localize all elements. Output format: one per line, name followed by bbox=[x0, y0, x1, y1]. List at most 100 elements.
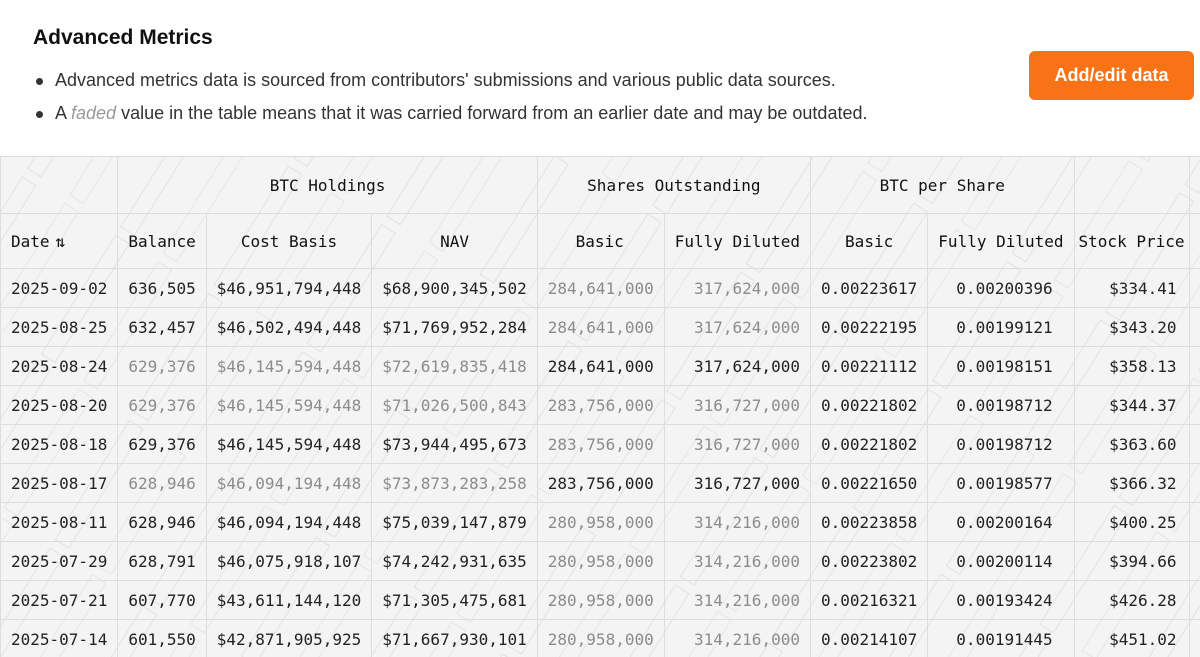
cell-date: 2025-08-25 bbox=[0, 307, 119, 347]
cell-shares-basic: 280,958,000 bbox=[536, 619, 665, 657]
cell-shares-basic: 284,641,000 bbox=[536, 268, 665, 308]
cell-nav: $72,619,835,418 bbox=[371, 346, 538, 386]
cell-cost-basis: $46,094,194,448 bbox=[205, 502, 373, 542]
cell-balance: 628,946 bbox=[117, 502, 207, 542]
cell-bps-fully-diluted: 0.00200114 bbox=[927, 541, 1075, 581]
advanced-metrics-table: BTC Holdings Shares Outstanding BTC per … bbox=[0, 156, 1200, 657]
note-faded-prefix: A bbox=[55, 103, 72, 123]
cell-nav: $71,769,952,284 bbox=[371, 307, 538, 347]
cell-stock-price: $344.37 bbox=[1073, 385, 1190, 425]
cell-bps-basic: 0.00216321 bbox=[809, 580, 929, 620]
sort-arrows-icon[interactable]: ⇅ bbox=[55, 231, 66, 251]
note-data-source: Advanced metrics data is sourced from co… bbox=[33, 64, 867, 97]
table-row: 2025-07-29 628,791 $46,075,918,107 $74,242,… bbox=[0, 541, 1200, 581]
cell-balance: 629,376 bbox=[117, 424, 207, 464]
cell-cost-basis: $43,611,144,120 bbox=[205, 580, 373, 620]
cell-overflow: $ bbox=[1188, 346, 1200, 386]
cell-bps-fully-diluted: 0.00198577 bbox=[927, 463, 1075, 503]
cell-bps-basic: 0.00221112 bbox=[809, 346, 929, 386]
cell-overflow: $ bbox=[1188, 424, 1200, 464]
cell-date: 2025-09-02 bbox=[0, 268, 119, 308]
cell-shares-fully-diluted: 314,216,000 bbox=[663, 580, 811, 620]
cell-cost-basis: $46,075,918,107 bbox=[205, 541, 373, 581]
cell-bps-fully-diluted: 0.00199121 bbox=[927, 307, 1075, 347]
cell-bps-basic: 0.00223802 bbox=[809, 541, 929, 581]
cell-date: 2025-08-24 bbox=[0, 346, 119, 386]
cell-cost-basis: $46,145,594,448 bbox=[205, 424, 373, 464]
cell-bps-fully-diluted: 0.00198712 bbox=[927, 385, 1075, 425]
cell-nav: $71,667,930,101 bbox=[371, 619, 538, 657]
cell-balance: 607,770 bbox=[117, 580, 207, 620]
cell-shares-basic: 280,958,000 bbox=[536, 502, 665, 542]
cell-bps-basic: 0.00223858 bbox=[809, 502, 929, 542]
cell-stock-price: $451.02 bbox=[1073, 619, 1190, 657]
cell-nav: $75,039,147,879 bbox=[371, 502, 538, 542]
cell-stock-price: $358.13 bbox=[1073, 346, 1190, 386]
cell-bps-basic: 0.00221802 bbox=[809, 424, 929, 464]
table-row: 2025-08-20 629,376 $46,145,594,448 $71,026,… bbox=[0, 385, 1200, 425]
cell-bps-fully-diluted: 0.00200164 bbox=[927, 502, 1075, 542]
cell-date: 2025-08-18 bbox=[0, 424, 119, 464]
cell-date: 2025-08-11 bbox=[0, 502, 119, 542]
cell-nav: $73,873,283,258 bbox=[371, 463, 538, 503]
cell-shares-basic: 280,958,000 bbox=[536, 541, 665, 581]
cell-cost-basis: $46,145,594,448 bbox=[205, 385, 373, 425]
cell-cost-basis: $46,094,194,448 bbox=[205, 463, 373, 503]
column-header-cost-basis: Cost Basis bbox=[205, 213, 373, 269]
column-header-balance: Balance bbox=[117, 213, 207, 269]
cell-date: 2025-08-20 bbox=[0, 385, 119, 425]
cell-overflow: $ bbox=[1188, 307, 1200, 347]
cell-nav: $74,242,931,635 bbox=[371, 541, 538, 581]
cell-shares-basic: 283,756,000 bbox=[536, 385, 665, 425]
cell-overflow: $ bbox=[1188, 385, 1200, 425]
cell-stock-price: $343.20 bbox=[1073, 307, 1190, 347]
cell-bps-fully-diluted: 0.00193424 bbox=[927, 580, 1075, 620]
note-faded-suffix: value in the table means that it was car… bbox=[116, 103, 868, 123]
cell-bps-basic: 0.00222195 bbox=[809, 307, 929, 347]
cell-shares-fully-diluted: 317,624,000 bbox=[663, 346, 811, 386]
cell-shares-fully-diluted: 316,727,000 bbox=[663, 385, 811, 425]
cell-stock-price: $400.25 bbox=[1073, 502, 1190, 542]
group-shares-outstanding: Shares Outstanding bbox=[536, 156, 811, 214]
column-header-date[interactable]: Date ⇅ bbox=[0, 213, 119, 269]
add-edit-data-button[interactable]: Add/edit data bbox=[1029, 51, 1194, 100]
cell-cost-basis: $46,145,594,448 bbox=[205, 346, 373, 386]
cell-stock-price: $394.66 bbox=[1073, 541, 1190, 581]
cell-balance: 636,505 bbox=[117, 268, 207, 308]
cell-cost-basis: $42,871,905,925 bbox=[205, 619, 373, 657]
cell-bps-fully-diluted: 0.00191445 bbox=[927, 619, 1075, 657]
advanced-metrics-table-container[interactable]: BTC Holdings Shares Outstanding BTC per … bbox=[0, 156, 1200, 657]
cell-cost-basis: $46,502,494,448 bbox=[205, 307, 373, 347]
table-row: 2025-07-21 607,770 $43,611,144,120 $71,305,… bbox=[0, 580, 1200, 620]
table-row: 2025-08-17 628,946 $46,094,194,448 $73,873,… bbox=[0, 463, 1200, 503]
cell-shares-fully-diluted: 314,216,000 bbox=[663, 619, 811, 657]
note-data-source-text: Advanced metrics data is sourced from co… bbox=[55, 70, 836, 90]
cell-nav: $68,900,345,502 bbox=[371, 268, 538, 308]
cell-shares-fully-diluted: 316,727,000 bbox=[663, 424, 811, 464]
cell-balance: 601,550 bbox=[117, 619, 207, 657]
column-header-bps-fully-diluted: Fully Diluted bbox=[927, 213, 1075, 269]
note-faded-word: faded bbox=[71, 103, 117, 123]
column-header-shares-fully-diluted: Fully Diluted bbox=[663, 213, 811, 269]
cell-overflow: $ bbox=[1188, 619, 1200, 657]
cell-shares-basic: 283,756,000 bbox=[536, 424, 665, 464]
cell-shares-fully-diluted: 314,216,000 bbox=[663, 502, 811, 542]
cell-bps-basic: 0.00214107 bbox=[809, 619, 929, 657]
group-btc-holdings: BTC Holdings bbox=[117, 156, 538, 214]
table-row: 2025-08-18 629,376 $46,145,594,448 $73,944,… bbox=[0, 424, 1200, 464]
cell-stock-price: $426.28 bbox=[1073, 580, 1190, 620]
cell-bps-fully-diluted: 0.00198712 bbox=[927, 424, 1075, 464]
cell-stock-price: $366.32 bbox=[1073, 463, 1190, 503]
column-header-nav: NAV bbox=[371, 213, 538, 269]
table-body: 2025-09-02 636,505 $46,951,794,448 $68,900,… bbox=[0, 268, 1200, 657]
cell-cost-basis: $46,951,794,448 bbox=[205, 268, 373, 308]
cell-stock-price: $334.41 bbox=[1073, 268, 1190, 308]
table-row: 2025-07-14 601,550 $42,871,905,925 $71,667,… bbox=[0, 619, 1200, 657]
page-title: Advanced Metrics bbox=[33, 26, 213, 49]
cell-overflow: $ bbox=[1188, 580, 1200, 620]
cell-shares-fully-diluted: 314,216,000 bbox=[663, 541, 811, 581]
cell-balance: 632,457 bbox=[117, 307, 207, 347]
column-header-stock-price: Stock Price bbox=[1073, 213, 1190, 269]
table-row: 2025-08-25 632,457 $46,502,494,448 $71,769,… bbox=[0, 307, 1200, 347]
cell-shares-fully-diluted: 317,624,000 bbox=[663, 307, 811, 347]
